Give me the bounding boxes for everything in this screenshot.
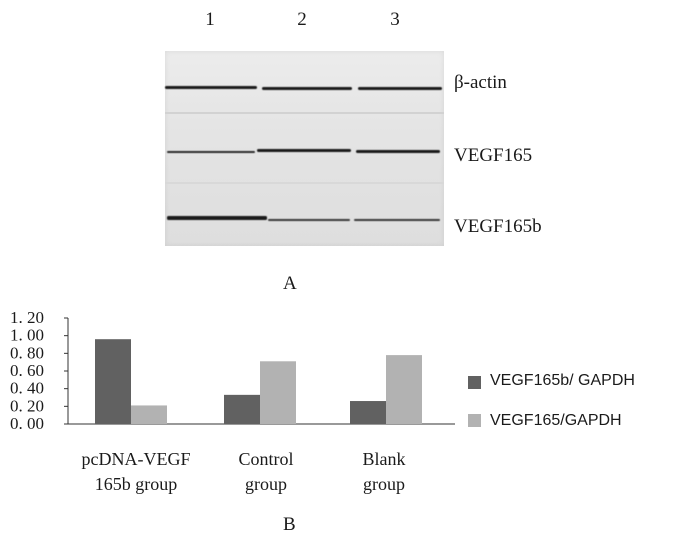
band-beta-actin-lane2: [262, 87, 352, 90]
band-vegf165b-lane2: [268, 219, 350, 221]
legend-swatch-vegf165b: [468, 376, 481, 389]
legend-label-vegf165: VEGF165/GAPDH: [490, 412, 622, 429]
band-vegf165-lane1: [167, 151, 255, 153]
bar-vegf165b-2: [224, 394, 260, 424]
x-category-line: Blank: [362, 449, 406, 469]
band-vegf165b-lane1: [167, 216, 267, 220]
legend-label-vegf165b: VEGF165b/ GAPDH: [490, 372, 635, 389]
bar-vegf165b-1: [95, 339, 131, 424]
lane-label-1: 1: [205, 9, 215, 30]
bar-vegf165b-3: [350, 401, 386, 424]
x-category-line: Control: [238, 449, 294, 469]
band-label-beta-actin: β-actin: [454, 72, 507, 93]
y-tick-label: 0. 60: [10, 361, 44, 380]
lane-label-3: 3: [390, 9, 400, 30]
x-category-blank: Blank group: [336, 447, 432, 497]
band-vegf165b-lane3: [354, 219, 440, 221]
bar-vegf165-3: [386, 355, 422, 424]
bar-vegf165-1: [131, 405, 167, 424]
y-tick-label: 0. 20: [10, 396, 44, 415]
y-tick-label: 0. 40: [10, 379, 44, 398]
band-beta-actin-lane1: [165, 86, 257, 89]
bar-vegf165-2: [260, 361, 296, 424]
x-category-line: group: [363, 474, 405, 494]
band-beta-actin-lane3: [358, 87, 442, 90]
band-vegf165-lane2: [257, 149, 351, 152]
y-tick-label: 1. 20: [10, 308, 44, 327]
y-tick-label: 0. 80: [10, 343, 44, 362]
y-tick-label: 1. 00: [10, 326, 44, 345]
x-category-line: pcDNA-VEGF: [81, 449, 191, 469]
x-category-pcdna: pcDNA-VEGF 165b group: [68, 447, 204, 497]
bar-chart: 1. 201. 000. 800. 600. 400. 200. 00: [10, 308, 455, 433]
band-label-vegf165: VEGF165: [454, 145, 533, 166]
x-category-line: group: [245, 474, 287, 494]
band-vegf165-lane3: [356, 150, 440, 153]
bar-series: [95, 339, 422, 424]
lane-label-2: 2: [297, 9, 307, 30]
panel-label-a: A: [283, 273, 297, 294]
blot-strip-divider: [165, 112, 444, 114]
x-category-line: 165b group: [94, 474, 178, 494]
blot-strip-divider: [165, 182, 444, 184]
panel-label-b: B: [283, 514, 296, 535]
legend-swatch-vegf165: [468, 414, 481, 427]
x-category-control: Control group: [214, 447, 318, 497]
band-label-vegf165b: VEGF165b: [454, 216, 542, 237]
western-blot-image: [165, 51, 444, 246]
y-tick-label: 0. 00: [10, 414, 44, 433]
